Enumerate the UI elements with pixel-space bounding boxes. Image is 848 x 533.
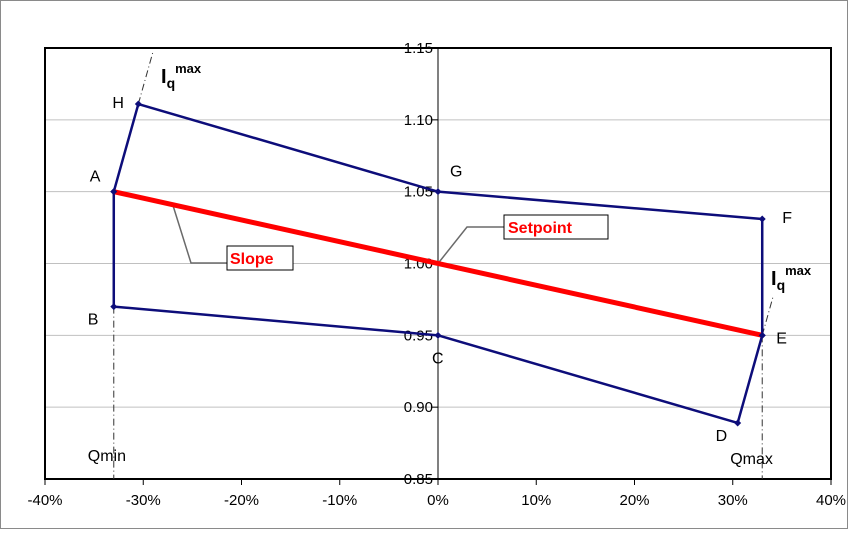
point-H-marker <box>134 100 142 108</box>
point-D-marker <box>734 419 742 427</box>
x-tick-label: -40% <box>27 492 62 509</box>
y-tick-label: 0.90 <box>404 399 433 416</box>
point-labels: A H G F E D C B <box>88 95 792 445</box>
iq-max-label-left: Iqmax <box>161 61 202 91</box>
tick-labels: 0.850.900.951.001.051.101.15-40% -30% -20%… <box>27 40 846 509</box>
point-label-E: E <box>776 330 787 347</box>
point-C-marker <box>434 331 442 339</box>
slope-end-marker <box>758 331 766 339</box>
point-B-marker <box>110 303 118 311</box>
x-tick-label: -20% <box>224 492 259 509</box>
qmax-label: Qmax <box>730 451 773 468</box>
qmin-label: Qmin <box>88 448 126 465</box>
series <box>110 100 766 427</box>
x-tick-label: -10% <box>322 492 357 509</box>
point-label-H: H <box>112 95 124 112</box>
iq-base: I <box>771 268 777 290</box>
slope-leader <box>172 204 227 264</box>
x-tick-label: 40% <box>816 492 846 509</box>
y-tick-label: 0.85 <box>404 471 433 488</box>
setpoint-callout-box <box>503 214 609 240</box>
iq-sup: max <box>175 61 202 76</box>
point-label-B: B <box>88 312 99 329</box>
iq-sub: q <box>167 75 176 91</box>
y-tick-label: 1.10 <box>404 112 433 129</box>
point-F-marker <box>758 215 766 223</box>
setpoint-leader <box>437 226 504 264</box>
x-tick-label: 30% <box>718 492 748 509</box>
iq-sub: q <box>777 277 786 293</box>
iq-sup: max <box>785 263 812 278</box>
point-label-F: F <box>782 210 792 227</box>
slope-end-marker <box>110 188 118 196</box>
x-tick-label: 20% <box>619 492 649 509</box>
y-tick-label: 1.15 <box>404 40 433 57</box>
iq-max-line-right <box>761 295 774 336</box>
y-tick-label: 0.95 <box>404 327 433 344</box>
x-tick-label: 10% <box>521 492 551 509</box>
point-label-D: D <box>716 428 728 445</box>
slope-callout-box <box>226 245 294 271</box>
setpoint-callout: Setpoint <box>508 220 573 237</box>
x-tick-label: -30% <box>126 492 161 509</box>
point-G-marker <box>434 188 442 196</box>
slope-line <box>113 189 763 338</box>
point-label-A: A <box>90 169 101 186</box>
slope-callout: Slope <box>230 251 274 268</box>
axes <box>44 47 832 485</box>
point-label-C: C <box>432 350 444 367</box>
helper-lines <box>113 51 774 479</box>
x-tick-label: 0% <box>427 492 449 509</box>
point-label-G: G <box>450 164 462 181</box>
iq-max-line-left <box>137 51 154 105</box>
iq-base: I <box>161 66 167 88</box>
iq-max-label-right: Iqmax <box>771 263 812 293</box>
annotations: Slope Setpoint Qmin Qmax Iqmax Iqmax <box>88 61 812 468</box>
